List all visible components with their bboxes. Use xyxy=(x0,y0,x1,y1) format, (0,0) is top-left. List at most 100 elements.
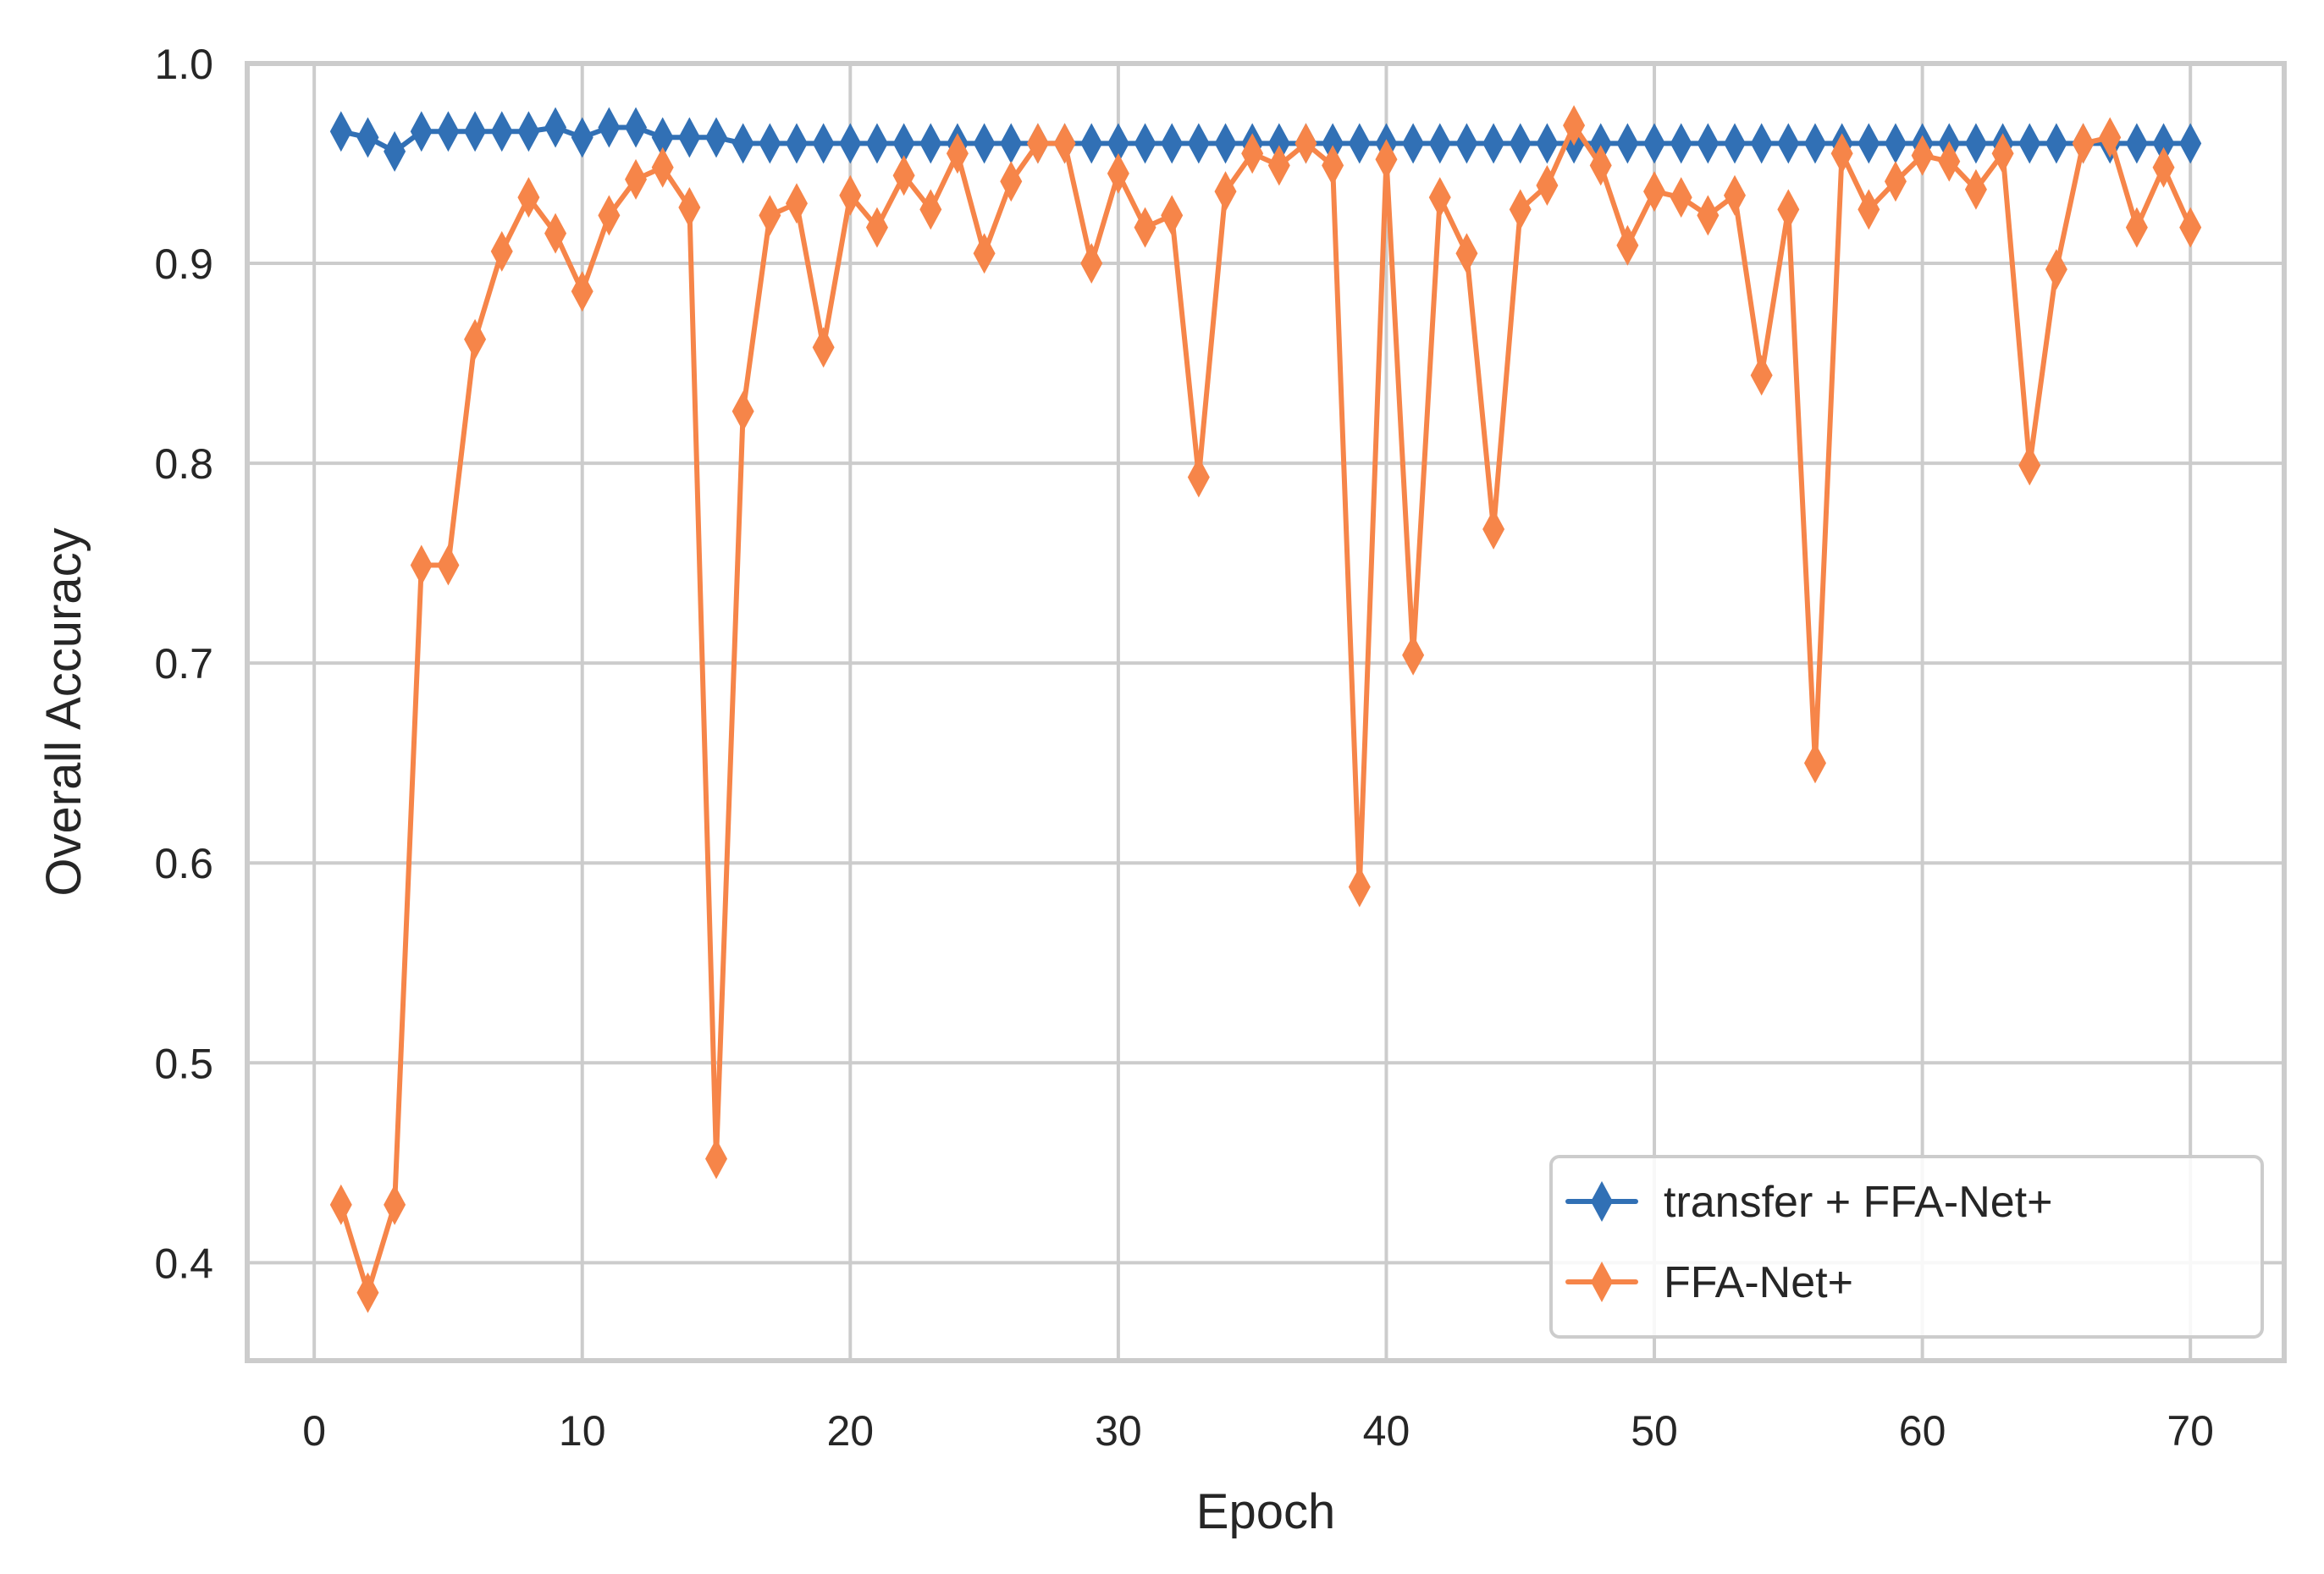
x-tick-label: 30 xyxy=(1095,1407,1142,1455)
data-point-marker xyxy=(1643,123,1666,164)
data-point-marker xyxy=(705,1138,728,1179)
data-point-marker xyxy=(1697,123,1720,164)
data-point-marker xyxy=(571,271,593,312)
data-point-marker xyxy=(651,146,674,188)
data-point-marker xyxy=(1267,123,1290,164)
data-point-marker xyxy=(1964,168,1987,210)
data-point-marker xyxy=(1375,139,1398,180)
data-point-marker xyxy=(759,123,781,164)
data-point-marker xyxy=(1428,123,1451,164)
data-point-marker xyxy=(464,318,487,360)
legend-diamond-marker-icon xyxy=(1591,1181,1613,1222)
data-point-marker xyxy=(1830,133,1853,174)
data-point-marker xyxy=(892,123,915,164)
data-point-marker xyxy=(2125,207,2148,248)
data-point-marker xyxy=(1107,152,1129,194)
data-point-marker xyxy=(1134,207,1156,248)
data-point-marker xyxy=(625,158,648,200)
data-point-marker xyxy=(2179,123,2202,164)
data-point-marker xyxy=(1616,123,1639,164)
data-point-marker xyxy=(865,207,888,248)
data-point-marker xyxy=(2045,123,2067,164)
data-point-marker xyxy=(384,1184,406,1225)
data-point-marker xyxy=(1080,123,1103,164)
data-point-marker xyxy=(625,107,648,148)
data-point-marker xyxy=(2179,207,2202,248)
legend-diamond-marker-icon xyxy=(1591,1262,1613,1302)
data-point-marker xyxy=(1563,105,1586,146)
data-point-marker xyxy=(1803,743,1826,784)
data-point-marker xyxy=(1536,123,1559,164)
data-point-marker xyxy=(1402,634,1425,676)
legend-label: FFA-Net+ xyxy=(1664,1258,1853,1307)
data-point-marker xyxy=(329,111,352,152)
y-axis-ticks: 0.4 0.5 0.6 0.7 0.8 0.9 1.0 xyxy=(154,41,213,1287)
data-point-marker xyxy=(1294,123,1317,164)
x-axis-ticks: 0 10 20 30 40 50 60 70 xyxy=(302,1407,2214,1455)
data-point-marker xyxy=(410,544,433,586)
data-point-marker xyxy=(2045,249,2067,290)
y-tick-label: 1.0 xyxy=(154,41,213,88)
data-point-marker xyxy=(1241,133,1264,174)
data-point-marker xyxy=(892,155,915,196)
data-point-marker xyxy=(785,183,808,224)
data-point-marker xyxy=(1080,243,1103,284)
data-point-marker xyxy=(2018,445,2041,486)
data-point-marker xyxy=(2152,146,2175,188)
data-point-marker xyxy=(437,544,460,586)
data-point-marker xyxy=(1589,145,1612,186)
data-point-marker xyxy=(1134,123,1156,164)
data-point-marker xyxy=(544,213,567,254)
data-point-marker xyxy=(1858,123,1880,164)
data-point-marker xyxy=(2099,117,2122,158)
data-point-marker xyxy=(973,233,996,274)
data-point-marker xyxy=(1911,135,1934,176)
data-point-marker xyxy=(1107,123,1129,164)
x-tick-label: 60 xyxy=(1899,1407,1946,1455)
data-point-marker xyxy=(1777,123,1800,164)
data-point-marker xyxy=(1750,355,1773,396)
y-tick-label: 0.6 xyxy=(154,840,213,887)
data-point-marker xyxy=(1348,866,1371,908)
data-point-marker xyxy=(865,123,888,164)
data-point-marker xyxy=(785,123,808,164)
data-point-marker xyxy=(384,130,406,172)
data-point-marker xyxy=(1455,233,1478,274)
y-axis-label: Overall Accuracy xyxy=(36,527,91,896)
data-point-marker xyxy=(1509,123,1532,164)
data-point-marker xyxy=(1536,164,1559,206)
x-tick-label: 50 xyxy=(1631,1407,1678,1455)
data-point-marker xyxy=(490,111,513,152)
data-point-marker xyxy=(1858,189,1880,230)
data-point-marker xyxy=(1482,123,1505,164)
data-point-marker xyxy=(731,123,754,164)
data-point-marker xyxy=(1964,123,1987,164)
data-point-marker xyxy=(1000,123,1023,164)
data-point-marker xyxy=(1750,123,1773,164)
data-point-marker xyxy=(2125,123,2148,164)
data-point-marker xyxy=(839,123,862,164)
data-point-marker xyxy=(329,1184,352,1225)
data-point-marker xyxy=(1402,123,1425,164)
x-tick-label: 20 xyxy=(826,1407,874,1455)
data-point-marker xyxy=(1000,161,1023,202)
data-point-marker xyxy=(1777,189,1800,230)
data-point-marker xyxy=(1938,141,1961,182)
x-tick-label: 40 xyxy=(1363,1407,1410,1455)
data-point-marker xyxy=(1187,123,1210,164)
x-tick-label: 10 xyxy=(559,1407,606,1455)
data-point-marker xyxy=(1428,177,1451,218)
data-point-marker xyxy=(759,195,781,236)
series-lines xyxy=(329,105,2202,1313)
data-point-marker xyxy=(437,111,460,152)
data-point-marker xyxy=(705,117,728,158)
data-point-marker xyxy=(1322,145,1344,186)
data-point-marker xyxy=(839,174,862,216)
data-point-marker xyxy=(812,123,835,164)
axes-border xyxy=(245,61,2287,1363)
data-point-marker xyxy=(1161,195,1184,236)
data-point-marker xyxy=(973,123,996,164)
data-point-marker xyxy=(490,230,513,272)
